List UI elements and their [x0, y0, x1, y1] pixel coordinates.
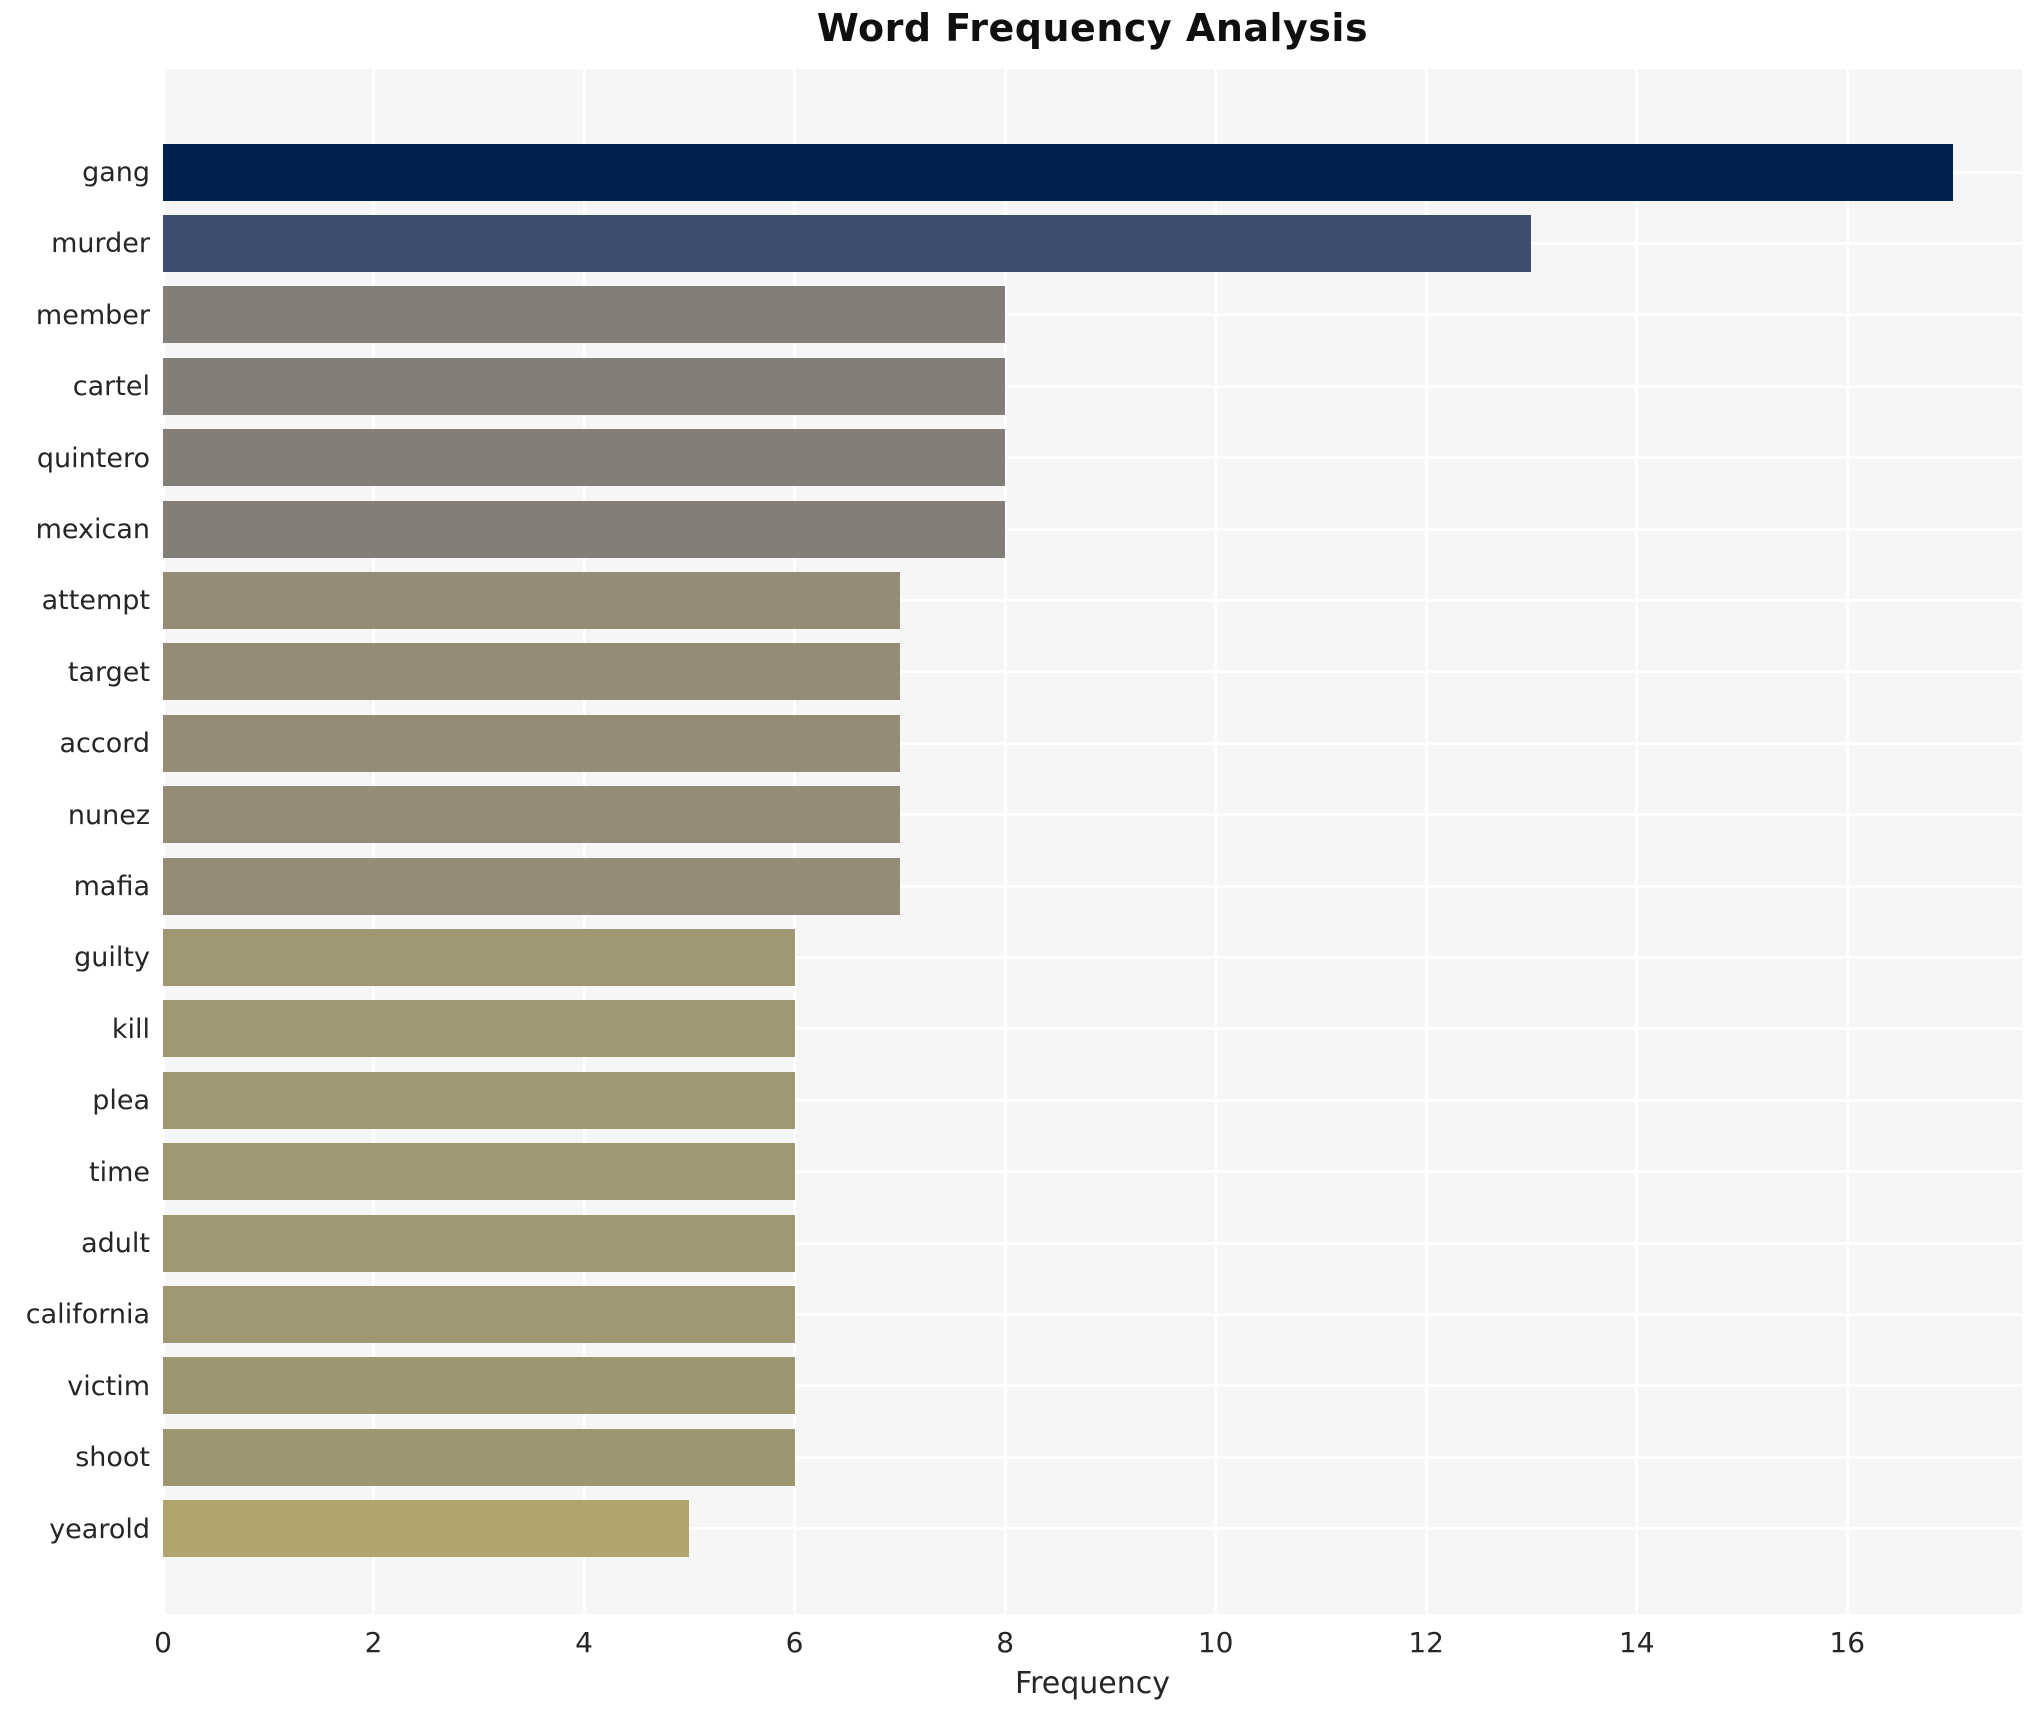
- y-gridline-yearold: [163, 1527, 2022, 1531]
- ylabel-cartel: cartel: [72, 371, 150, 403]
- chart-title: Word Frequency Analysis: [816, 6, 1369, 50]
- bar-adult: [163, 1214, 795, 1272]
- xtick-16: 16: [1829, 1626, 1866, 1659]
- ylabel-kill: kill: [111, 1013, 150, 1045]
- xtick-12: 12: [1408, 1626, 1444, 1659]
- y-gridline-time: [163, 1170, 2022, 1174]
- y-gridline-member: [163, 313, 2022, 317]
- ylabel-attempt: attempt: [41, 585, 150, 617]
- bar-mafia: [163, 857, 900, 915]
- y-gridline-target: [163, 670, 2022, 674]
- ylabel-quintero: quintero: [36, 442, 150, 474]
- x-gridline-12: [1424, 69, 1428, 1614]
- ylabel-nunez: nunez: [67, 799, 150, 831]
- bar-member: [163, 286, 1006, 344]
- bar-quintero: [163, 429, 1006, 487]
- y-gridline-attempt: [163, 598, 2022, 602]
- bar-gang: [163, 143, 1953, 201]
- y-gridline-kill: [163, 1027, 2022, 1031]
- bar-time: [163, 1143, 795, 1201]
- bar-murder: [163, 214, 1532, 272]
- bar-mexican: [163, 500, 1006, 558]
- ylabel-adult: adult: [81, 1228, 150, 1259]
- ylabel-california: california: [25, 1299, 150, 1331]
- y-gridline-nunez: [163, 813, 2022, 817]
- bar-california: [163, 1285, 795, 1343]
- y-gridline-victim: [163, 1384, 2022, 1388]
- bar-guilty: [163, 928, 795, 986]
- ylabel-gang: gang: [82, 157, 150, 188]
- ylabel-yearold: yearold: [49, 1513, 150, 1545]
- ylabel-victim: victim: [67, 1370, 150, 1402]
- y-gridline-shoot: [163, 1455, 2022, 1459]
- y-gridline-quintero: [163, 456, 2022, 460]
- y-gridline-adult: [163, 1241, 2022, 1245]
- ylabel-mexican: mexican: [35, 514, 150, 545]
- bar-attempt: [163, 571, 900, 629]
- x-axis-title: Frequency: [1015, 1666, 1170, 1701]
- bar-plea: [163, 1071, 795, 1129]
- bar-nunez: [163, 786, 900, 844]
- xtick-2: 2: [364, 1626, 383, 1659]
- ylabel-member: member: [35, 299, 150, 331]
- ylabel-target: target: [67, 656, 150, 688]
- xtick-10: 10: [1197, 1626, 1234, 1659]
- xtick-14: 14: [1618, 1626, 1655, 1659]
- x-gridline-16: [1845, 69, 1849, 1614]
- bar-yearold: [163, 1500, 690, 1558]
- x-gridline-14: [1635, 69, 1639, 1614]
- xtick-0: 0: [154, 1626, 172, 1659]
- bar-shoot: [163, 1428, 795, 1486]
- ylabel-guilty: guilty: [74, 942, 150, 974]
- ylabel-time: time: [88, 1156, 150, 1188]
- ylabel-mafia: mafia: [73, 871, 150, 902]
- x-gridline-10: [1214, 69, 1218, 1614]
- x-gridline-8: [1003, 69, 1007, 1614]
- ylabel-murder: murder: [51, 228, 150, 260]
- bar-accord: [163, 714, 900, 772]
- y-gridline-guilty: [163, 955, 2022, 959]
- y-gridline-mafia: [163, 884, 2022, 888]
- xtick-6: 6: [785, 1626, 804, 1659]
- xtick-8: 8: [996, 1626, 1015, 1659]
- plot-area: [161, 69, 2022, 1614]
- y-gridline-mexican: [163, 527, 2022, 531]
- ylabel-plea: plea: [92, 1085, 150, 1117]
- y-gridline-cartel: [163, 384, 2022, 388]
- y-gridline-plea: [163, 1098, 2022, 1102]
- ylabel-accord: accord: [59, 728, 150, 760]
- bar-cartel: [163, 357, 1006, 415]
- bar-kill: [163, 1000, 795, 1058]
- bar-target: [163, 643, 900, 701]
- y-gridline-accord: [163, 741, 2022, 745]
- ylabel-shoot: shoot: [75, 1442, 150, 1474]
- xtick-4: 4: [575, 1626, 593, 1659]
- bar-victim: [163, 1357, 795, 1415]
- y-gridline-california: [163, 1312, 2022, 1316]
